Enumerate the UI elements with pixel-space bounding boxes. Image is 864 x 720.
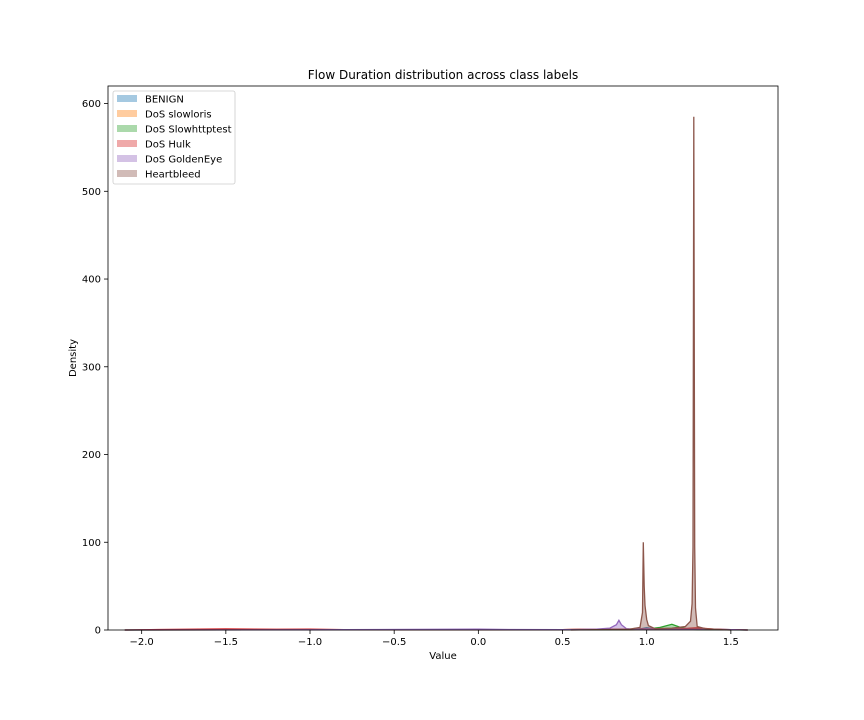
legend-label-dos-hulk: DoS Hulk (145, 140, 191, 151)
chart-title: Flow Duration distribution across class … (308, 68, 579, 82)
legend-frame (112, 90, 236, 185)
y-tick-label: 200 (82, 450, 101, 461)
y-tick-label: 0 (95, 626, 101, 637)
legend-label-dos-slowhttptest: DoS Slowhttptest (145, 125, 232, 136)
legend-label-dos-slowloris: DoS slowloris (145, 110, 212, 121)
x-tick-label: 1.5 (723, 637, 739, 648)
y-tick-label: 100 (82, 538, 101, 549)
y-tick-label: 500 (82, 187, 101, 198)
legend-swatch-dos-hulk (117, 140, 137, 147)
x-tick-label: −2.0 (130, 637, 154, 648)
legend-swatch-heartbleed (117, 170, 137, 177)
plot-frame (107, 85, 779, 631)
legend-label-heartbleed: Heartbleed (145, 170, 201, 181)
y-axis-ticks: 0 100 200 300 400 500 600 (82, 99, 108, 637)
x-axis-ticks: −2.0 −1.5 −1.0 −0.5 0.0 0.5 1.0 1.5 (130, 630, 739, 648)
legend-swatch-dos-slowhttptest (117, 125, 137, 132)
legend-label-dos-goldeneye: DoS GoldenEye (145, 155, 222, 166)
y-tick-label: 400 (82, 275, 101, 286)
x-tick-label: −1.5 (214, 637, 238, 648)
x-tick-label: 0.5 (555, 637, 571, 648)
legend-swatch-dos-goldeneye (117, 155, 137, 162)
line-dos-goldeneye (124, 618, 748, 631)
legend-swatch-dos-slowloris (117, 110, 137, 117)
x-tick-label: 0.0 (470, 637, 486, 648)
x-tick-label: −1.0 (298, 637, 322, 648)
legend-label-benign: BENIGN (145, 95, 184, 106)
x-axis-label: Value (429, 651, 456, 662)
x-tick-label: 1.0 (639, 637, 655, 648)
legend-swatch-benign (117, 95, 137, 102)
y-tick-label: 300 (82, 362, 101, 373)
line-heartbleed (570, 116, 731, 631)
x-tick-label: −0.5 (382, 637, 406, 648)
y-tick-label: 600 (82, 99, 101, 110)
legend: BENIGN DoS slowloris DoS Slowhttptest DoS H… (112, 90, 236, 185)
y-axis-label: Density (68, 339, 79, 377)
